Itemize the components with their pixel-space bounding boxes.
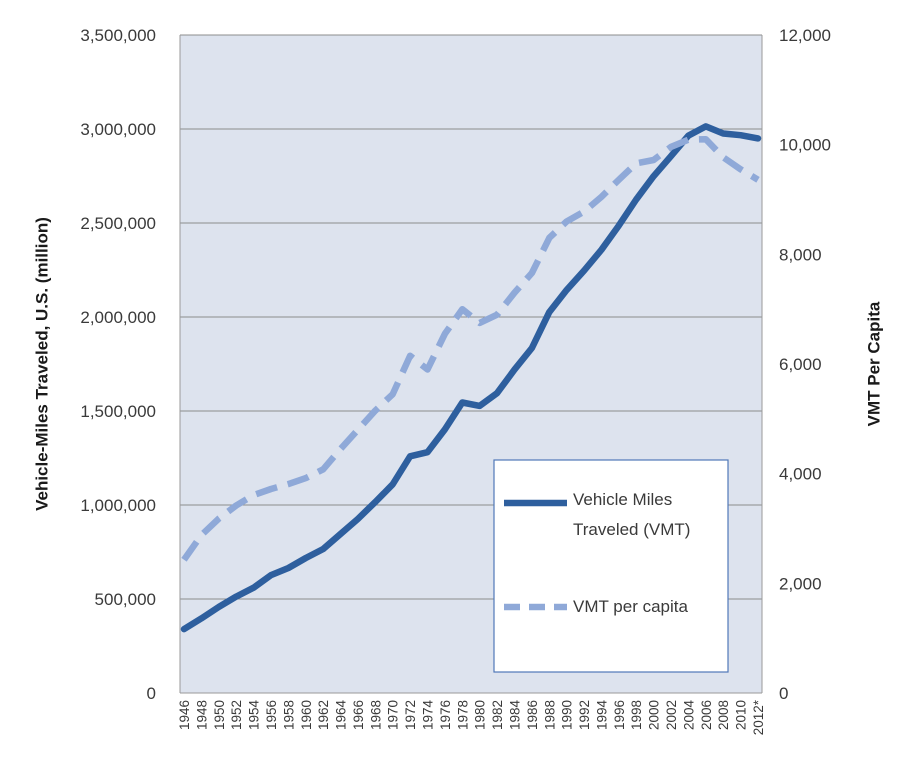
right-tick-label: 10,000 bbox=[779, 136, 831, 155]
x-tick-label: 1976 bbox=[438, 700, 453, 730]
x-tick-label: 1980 bbox=[473, 700, 488, 730]
x-tick-label: 2006 bbox=[699, 700, 714, 730]
legend-label-vmt-line1: Vehicle Miles bbox=[573, 490, 672, 509]
right-tick-label: 6,000 bbox=[779, 355, 822, 374]
left-axis-title: Vehicle-Miles Traveled, U.S. (million) bbox=[32, 217, 51, 511]
x-tick-label: 1956 bbox=[264, 700, 279, 730]
series-line-vmt bbox=[180, 123, 762, 633]
x-tick-label: 1970 bbox=[386, 700, 401, 730]
x-tick-label: 1996 bbox=[612, 700, 627, 730]
legend-label-vmt-per-capita: VMT per capita bbox=[573, 597, 689, 616]
left-tick-label: 1,500,000 bbox=[80, 402, 156, 421]
x-tick-label: 1954 bbox=[247, 700, 262, 731]
x-tick-label: 1958 bbox=[281, 700, 296, 730]
legend-label-vmt-line2: Traveled (VMT) bbox=[573, 520, 690, 539]
x-tick-label: 1946 bbox=[177, 700, 192, 730]
left-tick-label: 0 bbox=[147, 684, 156, 703]
left-tick-label: 500,000 bbox=[95, 590, 156, 609]
x-tick-label: 1972 bbox=[403, 700, 418, 730]
x-tick-label: 1986 bbox=[525, 700, 540, 730]
legend: Vehicle Miles Traveled (VMT) VMT per cap… bbox=[493, 459, 729, 673]
left-tick-label: 2,500,000 bbox=[80, 214, 156, 233]
x-tick-label: 1982 bbox=[490, 700, 505, 730]
left-tick-label: 3,000,000 bbox=[80, 120, 156, 139]
right-tick-label: 12,000 bbox=[779, 26, 831, 45]
x-tick-label: 2008 bbox=[716, 700, 731, 730]
right-tick-label: 8,000 bbox=[779, 245, 822, 264]
left-tick-label: 3,500,000 bbox=[80, 26, 156, 45]
x-tick-label: 2010 bbox=[734, 700, 749, 730]
x-tick-label: 1984 bbox=[507, 700, 522, 731]
x-tick-label: 1964 bbox=[334, 700, 349, 731]
x-tick-label: 1968 bbox=[368, 700, 383, 730]
x-tick-label: 1992 bbox=[577, 700, 592, 730]
x-tick-label: 1974 bbox=[421, 700, 436, 731]
x-tick-label: 1988 bbox=[542, 700, 557, 730]
x-tick-label: 1962 bbox=[316, 700, 331, 730]
gridlines bbox=[180, 34, 762, 600]
x-tick-label: 2000 bbox=[647, 700, 662, 730]
x-tick-label: 1952 bbox=[229, 700, 244, 730]
right-tick-label: 0 bbox=[779, 684, 788, 703]
right-tick-label: 2,000 bbox=[779, 574, 822, 593]
x-tick-label: 1990 bbox=[560, 700, 575, 730]
right-axis-ticks: 0 2,000 4,000 6,000 8,000 10,000 12,000 bbox=[779, 26, 831, 703]
x-tick-label: 1998 bbox=[629, 700, 644, 730]
x-axis-ticks: 1946 1948 1950 1952 1954 1956 1958 1960 1962 1964… bbox=[177, 699, 766, 735]
left-axis-ticks: 0 500,000 1,000,000 1,500,000 2,000,000 2,500… bbox=[80, 26, 156, 703]
x-tick-label: 1950 bbox=[212, 700, 227, 730]
x-tick-label: 1960 bbox=[299, 700, 314, 730]
x-tick-label: 1994 bbox=[594, 700, 609, 731]
x-tick-label: 1978 bbox=[455, 700, 470, 730]
left-tick-label: 2,000,000 bbox=[80, 308, 156, 327]
right-axis-title: VMT Per Capita bbox=[864, 301, 883, 426]
x-tick-label: 1948 bbox=[194, 700, 209, 730]
x-tick-label: 2002 bbox=[664, 700, 679, 730]
legend-box bbox=[493, 459, 729, 673]
x-tick-label: 2012* bbox=[751, 699, 766, 735]
left-tick-label: 1,000,000 bbox=[80, 496, 156, 515]
x-tick-label: 1966 bbox=[351, 700, 366, 730]
right-tick-label: 4,000 bbox=[779, 465, 822, 484]
x-tick-label: 2004 bbox=[681, 700, 696, 731]
